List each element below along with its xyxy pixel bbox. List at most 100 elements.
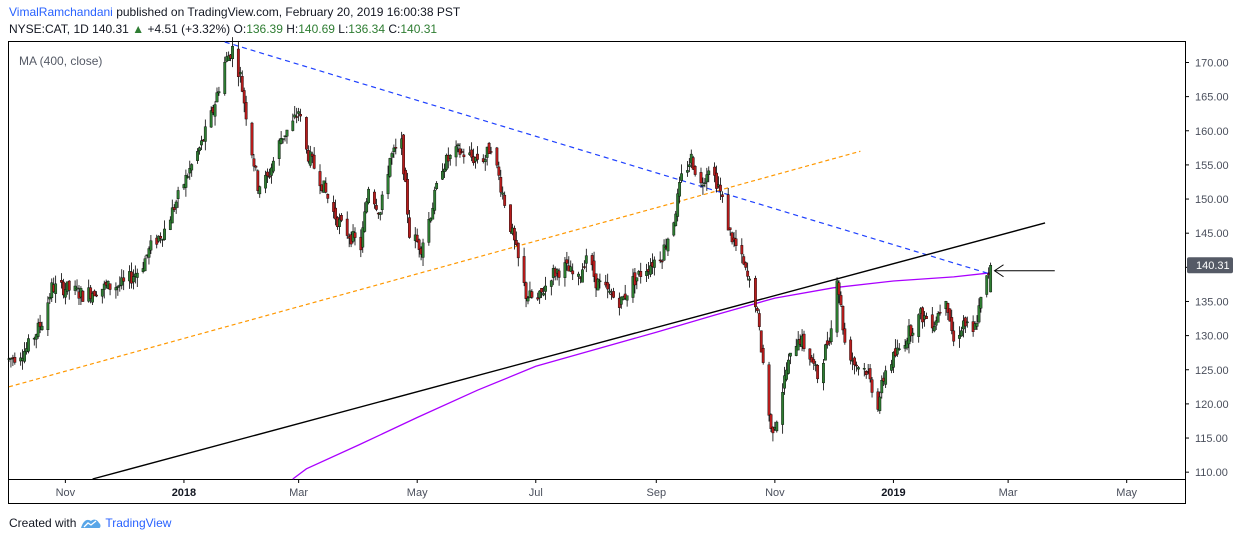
candle-up <box>526 297 530 302</box>
candle-down <box>489 151 493 153</box>
candle-up <box>678 182 682 197</box>
candle-down <box>582 266 586 268</box>
candle-down <box>345 218 349 236</box>
candle-up <box>392 147 396 152</box>
candle-down <box>925 316 928 319</box>
candle-up <box>748 278 751 281</box>
candle-down <box>691 157 695 170</box>
last-price: 140.31 <box>92 22 129 36</box>
candle-down <box>853 357 856 366</box>
candle-up <box>878 396 882 411</box>
candle-up <box>544 285 547 292</box>
candle-up <box>421 242 425 258</box>
orange-dashed-trendline[interactable] <box>8 150 861 388</box>
candle-up <box>785 369 788 380</box>
candle-down <box>408 217 411 238</box>
candle-down <box>771 426 775 434</box>
candle-down <box>565 259 569 264</box>
candle-up <box>281 138 285 140</box>
candle-down <box>540 288 544 293</box>
candle-down <box>334 207 337 220</box>
candle-down <box>250 122 254 156</box>
candle-down <box>374 205 378 210</box>
candle-down <box>952 330 956 342</box>
candle-down <box>326 194 330 199</box>
candle-up <box>190 164 194 171</box>
candle-down <box>332 202 336 212</box>
y-tick-label: 160.00 <box>1195 126 1229 138</box>
candle-up <box>789 352 792 357</box>
candle-down <box>417 239 421 250</box>
close-label: C: <box>388 22 401 36</box>
candle-down <box>60 280 63 283</box>
low-value: 136.34 <box>348 22 385 36</box>
candle-down <box>476 153 479 160</box>
publish-info: VimalRamchandani published on TradingVie… <box>9 5 460 19</box>
candle-up <box>198 147 201 152</box>
candle-up <box>444 154 448 170</box>
candle-up <box>662 244 666 261</box>
x-tick-label: May <box>407 487 428 499</box>
blue-dashed-trendline[interactable] <box>224 41 991 275</box>
candle-up <box>338 218 341 227</box>
ma-400-line <box>292 272 991 480</box>
x-tick-label: Mar <box>999 487 1018 499</box>
y-tick-label: 110.00 <box>1195 467 1228 479</box>
candle-down <box>557 270 561 278</box>
candle-up <box>378 212 382 215</box>
candle-down <box>719 184 722 192</box>
candle-up <box>279 138 283 144</box>
candle-down <box>864 371 868 376</box>
candle-up <box>91 293 94 303</box>
x-tick-label: Mar <box>289 487 308 499</box>
last-price-tag-bg <box>1187 257 1233 274</box>
candle-up <box>196 151 199 161</box>
candle-up <box>584 255 588 264</box>
candle-up <box>40 325 44 331</box>
candle-up <box>635 277 639 282</box>
candle-up <box>433 189 437 211</box>
author-link[interactable]: VimalRamchandani <box>9 5 113 19</box>
candle-down <box>660 260 664 263</box>
candle-down <box>767 364 771 416</box>
candle-up <box>188 168 192 174</box>
candle-down <box>946 303 950 313</box>
candle-up <box>857 367 860 370</box>
candle-up <box>277 140 281 159</box>
candle-down <box>816 365 820 380</box>
candle-up <box>676 193 680 217</box>
candle-up <box>705 174 709 183</box>
candle-down <box>81 290 85 302</box>
candle-up <box>680 173 683 181</box>
y-tick-label: 145.00 <box>1195 228 1229 240</box>
tradingview-brand[interactable]: TradingView <box>80 516 171 530</box>
y-tick-label: 115.00 <box>1195 433 1228 445</box>
candle-up <box>390 153 394 158</box>
candle-up <box>905 340 909 349</box>
candle-down <box>757 313 761 327</box>
candle-down <box>769 414 773 429</box>
candle-up <box>132 276 135 283</box>
candle-down <box>536 297 540 300</box>
tradingview-logo-icon <box>81 519 101 528</box>
candle-up <box>361 227 365 248</box>
black-solid-trendline[interactable] <box>92 222 1046 480</box>
candle-down <box>715 172 718 189</box>
candle-down <box>509 204 512 232</box>
candle-down <box>948 308 952 322</box>
candle-up <box>884 370 888 385</box>
candle-up <box>186 176 190 178</box>
candle-up <box>936 313 940 323</box>
candle-down <box>839 295 843 306</box>
candle-up <box>9 358 13 360</box>
candle-up <box>291 120 295 131</box>
candle-up <box>441 170 444 180</box>
candle-down <box>254 165 258 168</box>
x-tick-label: 2018 <box>172 487 196 499</box>
candle-up <box>794 346 798 356</box>
candle-down <box>95 294 98 297</box>
candle-up <box>54 283 58 294</box>
candle-up <box>835 280 839 333</box>
candle-down <box>470 149 474 158</box>
